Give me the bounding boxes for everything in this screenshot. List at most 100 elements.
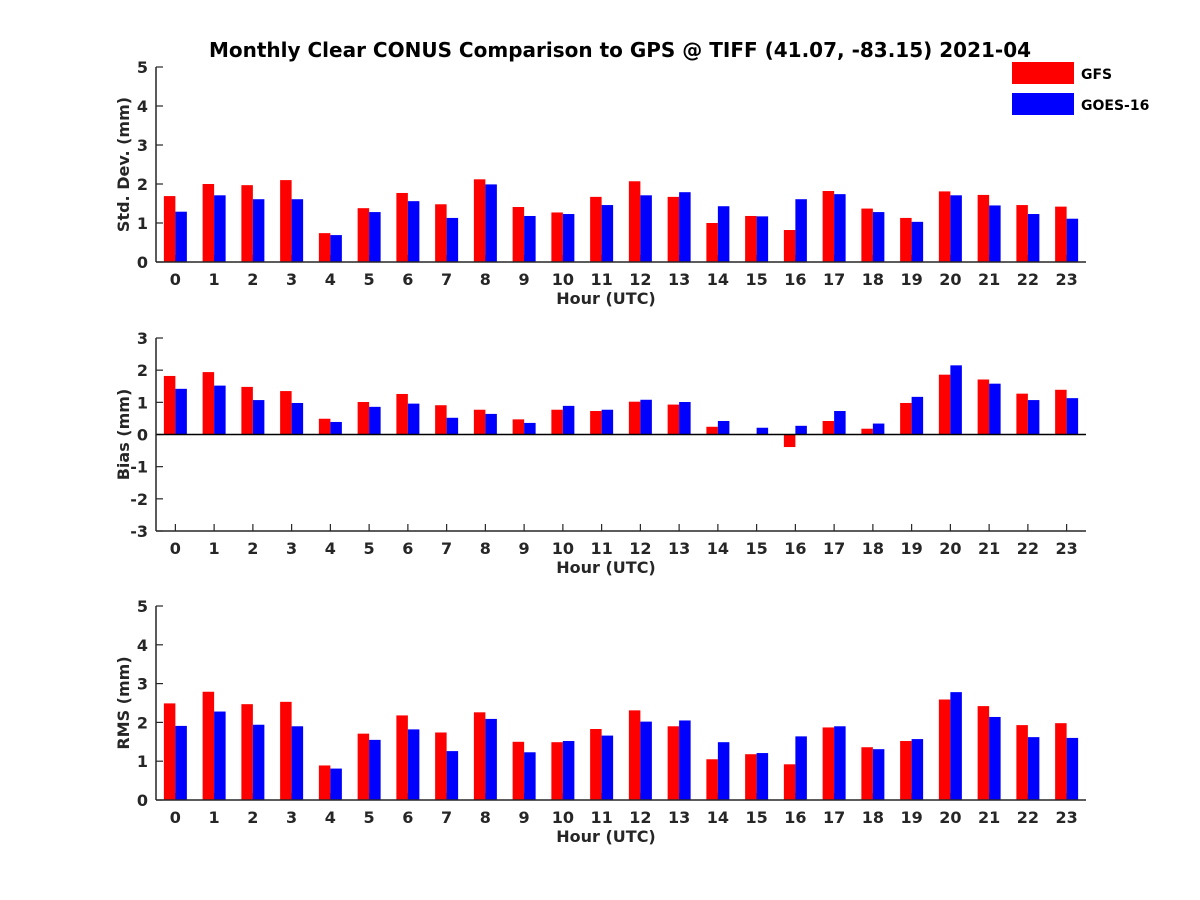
bar-gfs — [1055, 206, 1067, 262]
bar-gfs — [977, 379, 990, 435]
x-tick-label: 10 — [552, 539, 574, 558]
bar-gfs — [938, 191, 951, 262]
x-tick-label: 3 — [286, 270, 297, 289]
bar-goes-16 — [1066, 398, 1079, 435]
bar-goes-16 — [446, 417, 459, 435]
y-tick-label: 0 — [137, 426, 148, 445]
bar-gfs — [861, 208, 873, 262]
x-tick-label: 15 — [745, 270, 767, 289]
bar-gfs — [861, 747, 873, 800]
bar-gfs — [706, 223, 718, 262]
x-axis-label: Hour (UTC) — [556, 289, 656, 308]
bar-goes-16 — [485, 413, 497, 435]
bar-gfs — [318, 765, 331, 800]
x-tick-label: 11 — [590, 808, 612, 827]
x-tick-label: 16 — [784, 539, 806, 558]
bar-gfs — [900, 217, 912, 262]
x-tick-label: 5 — [364, 808, 375, 827]
bar-gfs — [435, 732, 447, 800]
bar-gfs — [512, 741, 525, 800]
x-tick-label: 20 — [939, 808, 961, 827]
x-tick-label: 1 — [209, 539, 220, 558]
legend-swatch-1 — [1012, 62, 1074, 84]
y-tick-label: 2 — [137, 713, 148, 732]
bar-gfs — [938, 699, 951, 800]
bar-goes-16 — [795, 425, 807, 435]
bar-goes-16 — [872, 423, 885, 435]
x-tick-label: 1 — [209, 808, 220, 827]
bar-gfs — [1016, 393, 1028, 435]
x-tick-label: 11 — [590, 539, 612, 558]
x-tick-label: 19 — [900, 539, 922, 558]
y-tick-label: 5 — [137, 597, 148, 616]
bar-gfs — [706, 759, 718, 800]
bar-gfs — [435, 204, 447, 262]
bar-gfs — [900, 741, 912, 800]
bar-goes-16 — [834, 194, 846, 262]
y-tick-label: 4 — [137, 97, 148, 116]
bar-goes-16 — [407, 403, 420, 435]
bar-gfs — [667, 726, 680, 800]
bar-gfs — [861, 428, 873, 435]
x-tick-label: 4 — [325, 270, 336, 289]
x-tick-label: 15 — [745, 539, 767, 558]
x-tick-label: 2 — [247, 539, 258, 558]
bar-gfs — [551, 409, 563, 435]
bar-gfs — [357, 208, 370, 262]
bar-gfs — [900, 402, 912, 435]
x-tick-label: 9 — [519, 270, 530, 289]
bar-gfs — [667, 404, 680, 435]
bar-goes-16 — [679, 192, 691, 262]
bar-gfs — [590, 196, 602, 262]
x-tick-label: 4 — [325, 808, 336, 827]
bar-gfs — [783, 434, 796, 448]
bar-gfs — [1055, 389, 1067, 435]
bar-gfs — [280, 701, 292, 800]
bar-goes-16 — [1027, 214, 1040, 262]
y-tick-label: 3 — [137, 675, 148, 694]
x-tick-label: 5 — [364, 539, 375, 558]
bar-gfs — [163, 703, 176, 800]
y-tick-label: -1 — [130, 458, 148, 477]
bar-gfs — [202, 184, 215, 262]
bar-goes-16 — [640, 195, 652, 262]
bar-goes-16 — [407, 201, 420, 262]
bar-gfs — [280, 180, 292, 262]
x-tick-label: 9 — [519, 808, 530, 827]
bar-goes-16 — [252, 724, 265, 800]
x-tick-label: 20 — [939, 270, 961, 289]
y-tick-label: 5 — [137, 58, 148, 77]
bar-gfs — [590, 728, 602, 800]
bar-goes-16 — [601, 205, 614, 262]
bar-gfs — [1055, 723, 1067, 800]
bar-gfs — [318, 233, 331, 262]
x-axis-label: Hour (UTC) — [556, 827, 656, 846]
bar-goes-16 — [911, 739, 924, 800]
x-tick-label: 1 — [209, 270, 220, 289]
x-tick-label: 23 — [1055, 270, 1077, 289]
bar-goes-16 — [1027, 737, 1040, 800]
bar-goes-16 — [562, 405, 575, 435]
bar-gfs — [822, 727, 835, 800]
bar-goes-16 — [872, 212, 885, 262]
bar-gfs — [628, 710, 641, 800]
bar-gfs — [628, 401, 641, 435]
bar-goes-16 — [369, 406, 381, 435]
x-tick-label: 7 — [441, 808, 452, 827]
y-axis-label: RMS (mm) — [114, 656, 133, 749]
bar-goes-16 — [911, 396, 924, 435]
x-tick-label: 0 — [170, 270, 181, 289]
bar-goes-16 — [950, 692, 962, 800]
x-tick-label: 7 — [441, 270, 452, 289]
bar-goes-16 — [175, 388, 187, 435]
x-tick-label: 13 — [668, 539, 690, 558]
bar-goes-16 — [252, 400, 265, 435]
bar-goes-16 — [252, 199, 265, 262]
x-tick-label: 22 — [1017, 539, 1039, 558]
bar-goes-16 — [1066, 737, 1079, 800]
bar-gfs — [977, 194, 990, 262]
bar-goes-16 — [756, 216, 769, 262]
bar-goes-16 — [291, 726, 304, 800]
